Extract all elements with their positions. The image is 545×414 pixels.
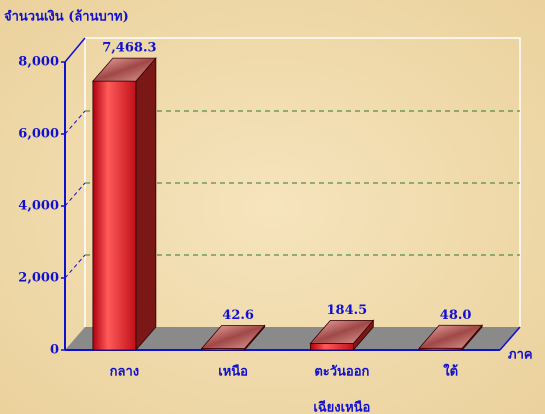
wall-grid-line [64, 110, 86, 135]
x-tick-label: ตะวันออก [314, 365, 369, 380]
y-tick-label: 4,000 [18, 199, 59, 214]
y-tick-label: 8,000 [18, 55, 59, 70]
value-label: 184.5 [327, 303, 368, 318]
y-tick-label: 2,000 [18, 271, 59, 286]
x-tick-label: กลาง [110, 365, 140, 380]
wall-grid-line [64, 182, 86, 207]
value-label: 7,468.3 [102, 41, 156, 56]
x-tick-label: เหนือ [218, 364, 248, 380]
value-label: 48.0 [440, 308, 472, 323]
value-label: 42.6 [222, 308, 254, 323]
bar-top [200, 325, 266, 349]
y-tick-label: 6,000 [18, 127, 59, 142]
bar [309, 342, 354, 351]
x-tick-label: ใต้ [443, 363, 458, 380]
bar-side [135, 57, 157, 352]
bar-top [309, 319, 375, 344]
wall-grid-line [64, 254, 86, 279]
floor [65, 327, 520, 350]
bar [92, 80, 137, 351]
x-axis-title: ภาค [508, 348, 533, 363]
x-tick-label: เฉียงเหนือ [313, 400, 370, 414]
floor-edge [499, 326, 521, 351]
y-tick-label: 0 [50, 343, 59, 358]
wall-edge [64, 37, 86, 63]
bar-top [91, 57, 157, 82]
bar-top [418, 324, 484, 349]
y-axis-title: จำนวนเงิน (ล้านบาท) [4, 9, 129, 25]
